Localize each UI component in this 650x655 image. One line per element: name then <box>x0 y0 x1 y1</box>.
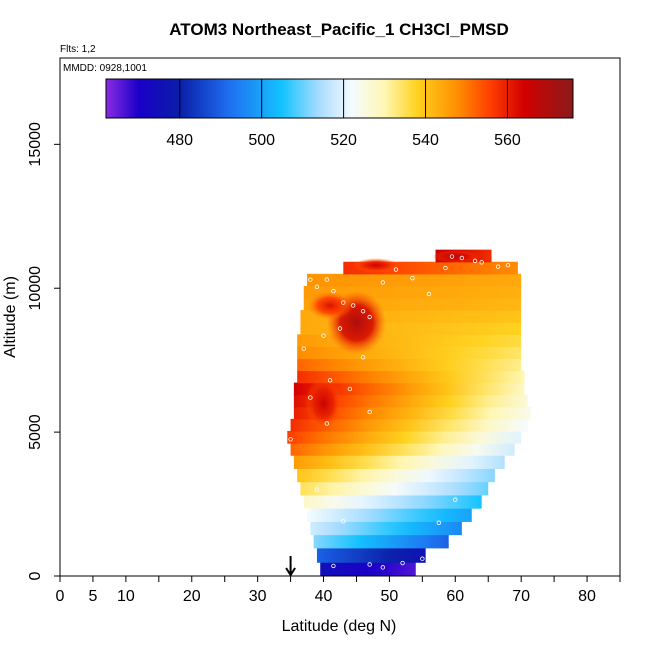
sample-point <box>308 277 313 282</box>
sample-point <box>341 300 346 305</box>
y-tick-label: 15000 <box>27 122 44 167</box>
y-tick-label: 0 <box>27 571 44 580</box>
sample-point <box>436 520 442 525</box>
x-tick-label: 50 <box>381 588 399 605</box>
heatmap-band <box>320 562 416 576</box>
sample-point <box>449 254 455 259</box>
heatmap-band <box>303 494 482 509</box>
sample-point <box>304 507 310 513</box>
heatmap-hotspots <box>305 250 479 430</box>
heatmap-band <box>313 534 449 549</box>
sample-point <box>321 333 326 338</box>
y-axis-label: Altitude (m) <box>2 276 19 358</box>
axes: 0 5 10 20 30 40 50 60 70 80 0 5000 10000 15000 <box>27 122 621 605</box>
heatmap-band <box>287 430 522 444</box>
colorbar-tick-label: 540 <box>412 132 439 149</box>
sample-point <box>400 560 405 566</box>
sample-point <box>350 303 356 308</box>
x-tick-label: 20 <box>183 588 201 605</box>
sample-point <box>420 556 425 561</box>
sample-point <box>367 409 372 415</box>
sample-point <box>380 565 386 570</box>
x-tick-label: 40 <box>315 588 333 605</box>
sample-point <box>505 263 511 268</box>
sample-point <box>331 563 336 569</box>
colorbar-tick-label: 560 <box>494 132 521 149</box>
sample-point <box>337 326 343 331</box>
flights-label: Flts: 1,2 <box>60 44 96 55</box>
x-tick-label: 70 <box>512 588 530 605</box>
heatmap-band <box>297 370 525 384</box>
x-tick-label: 30 <box>249 588 267 605</box>
heatmap-band <box>297 358 522 372</box>
heatmap-band <box>300 481 489 496</box>
colorbar-tick-label: 500 <box>248 132 275 149</box>
heatmap-hotspot <box>307 291 354 320</box>
sample-point <box>459 255 465 261</box>
heatmap-band <box>297 346 522 360</box>
sample-point <box>479 260 484 265</box>
y-tick-label: 10000 <box>27 266 44 311</box>
sample-point <box>360 355 366 360</box>
heatmap-band <box>293 394 528 408</box>
latitude-marker-arrow <box>285 556 296 577</box>
x-tick-label: 5 <box>88 588 97 605</box>
dates-label: MMDD: 0928,1001 <box>63 63 147 74</box>
y-tick-label: 5000 <box>27 414 44 450</box>
sample-point <box>331 288 336 294</box>
sample-point <box>472 258 478 264</box>
heatmap-band <box>307 273 522 287</box>
x-tick-label: 10 <box>117 588 135 605</box>
x-tick-label: 80 <box>578 588 596 605</box>
heatmap-band <box>290 418 528 432</box>
heatmap-band <box>310 521 462 536</box>
sample-point <box>314 487 320 492</box>
sample-point <box>426 291 432 297</box>
sample-point <box>453 497 458 502</box>
heatmap-band <box>293 382 525 396</box>
heatmap-band <box>316 547 426 563</box>
sample-point <box>393 267 399 272</box>
sample-point <box>288 437 293 442</box>
colorbar-tick-label: 520 <box>330 132 357 149</box>
sample-point <box>360 309 366 314</box>
x-tick-label: 60 <box>446 588 464 605</box>
heatmap-hotspot <box>432 250 479 263</box>
sample-point <box>380 280 386 285</box>
colorbar-tick-label: 480 <box>166 132 193 149</box>
heatmap-band <box>307 508 472 522</box>
heatmap-band <box>293 455 505 469</box>
sample-points <box>288 254 511 570</box>
sample-point <box>314 284 320 289</box>
sample-point <box>443 265 448 271</box>
x-axis-label: Latitude (deg N) <box>282 618 397 635</box>
heatmap-band <box>293 406 532 420</box>
sample-point <box>341 519 346 524</box>
heatmap-hotspot <box>305 377 342 430</box>
x-tick-label: 0 <box>56 588 65 605</box>
sample-point <box>410 275 415 281</box>
sample-point <box>324 421 330 426</box>
sample-point <box>347 386 353 392</box>
sample-point <box>367 562 372 567</box>
sample-point <box>367 314 372 320</box>
heatmap-hotspot <box>353 258 400 273</box>
plot-frame <box>59 57 621 577</box>
sample-point <box>301 346 306 351</box>
colorbar-ticks: 480 500 520 540 560 <box>166 79 521 149</box>
heatmap-band <box>297 468 495 483</box>
sample-point <box>327 378 333 383</box>
colorbar <box>105 78 574 119</box>
sample-point <box>324 277 330 282</box>
sample-point <box>495 264 501 269</box>
chart-title: ATOM3 Northeast_Pacific_1 CH3Cl_PMSD <box>169 20 508 39</box>
sample-point <box>308 395 313 400</box>
heatmap-band <box>290 443 515 456</box>
